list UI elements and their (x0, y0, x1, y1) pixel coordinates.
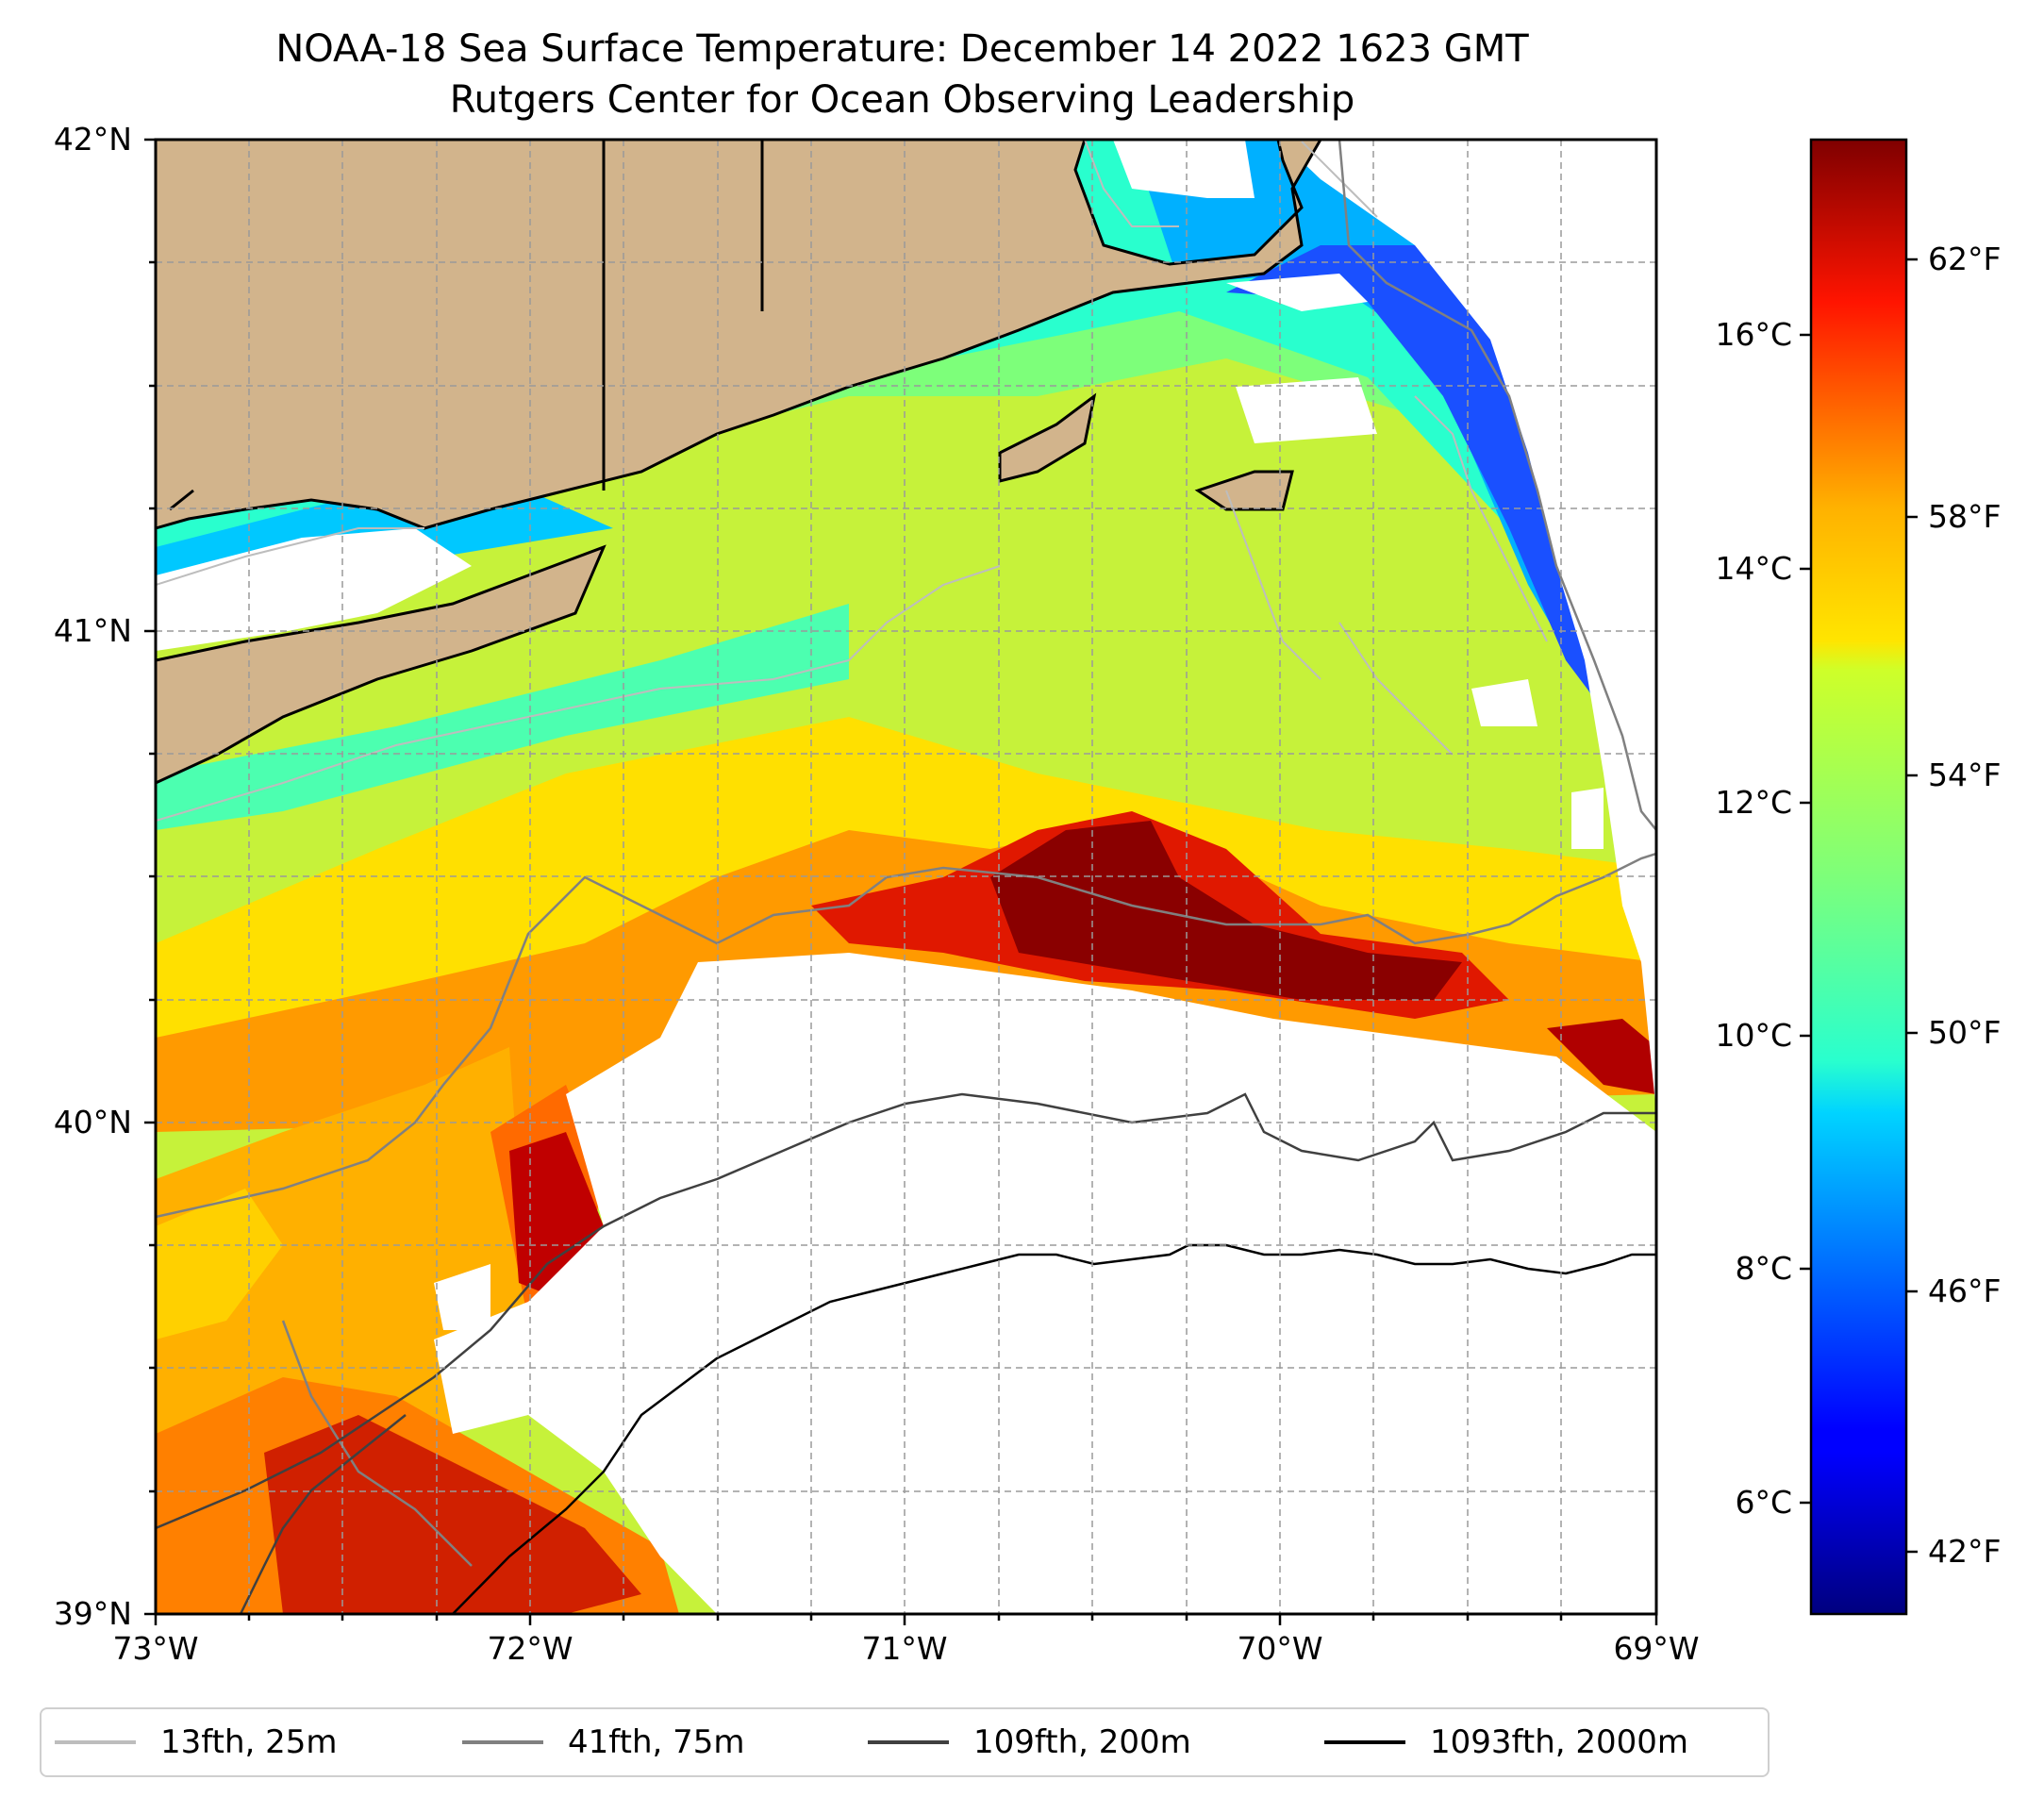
colorbar-c-label: 6°C (1735, 1484, 1792, 1521)
colorbar-f-label: 58°F (1928, 498, 2002, 535)
legend-label: 109fth, 200m (973, 1723, 1191, 1761)
colorbar-c-label: 14°C (1715, 550, 1792, 587)
legend-line-swatch (462, 1740, 543, 1744)
lat-tick-label: 40°N (53, 1104, 132, 1140)
map-gridlines (156, 140, 1656, 1614)
lat-tick-label: 39°N (53, 1595, 132, 1632)
lon-tick-label: 70°W (1237, 1630, 1323, 1667)
legend-item: 109fth, 200m (868, 1709, 1191, 1775)
legend-label: 13fth, 25m (160, 1723, 338, 1761)
legend-label: 41fth, 75m (568, 1723, 745, 1761)
colorbar-f-label: 50°F (1928, 1014, 2002, 1051)
legend-line-swatch (55, 1740, 136, 1744)
colorbar-c-label: 10°C (1715, 1017, 1792, 1054)
colorbar-f-label: 54°F (1928, 757, 2002, 793)
legend-item: 41fth, 75m (462, 1709, 745, 1775)
lon-tick-label: 73°W (112, 1630, 199, 1667)
lat-tick-label: 42°N (53, 121, 132, 158)
colorbar-f-label: 46°F (1928, 1273, 2002, 1309)
colorbar-f-label: 42°F (1928, 1533, 2002, 1570)
colorbar-f-label: 62°F (1928, 241, 2002, 277)
colorbar (1809, 138, 1908, 1616)
legend-label: 1093fth, 2000m (1430, 1723, 1689, 1761)
lon-tick-label: 69°W (1613, 1630, 1700, 1667)
legend-item: 1093fth, 2000m (1324, 1709, 1688, 1775)
legend-item: 13fth, 25m (55, 1709, 338, 1775)
colorbar-c-label: 12°C (1715, 784, 1792, 821)
depth-contour-legend: 13fth, 25m 41fth, 75m 109fth, 200m 1093f… (40, 1707, 1770, 1777)
legend-line-swatch (868, 1740, 949, 1744)
lon-tick-label: 71°W (861, 1630, 948, 1667)
map-subtitle: Rutgers Center for Ocean Observing Leade… (449, 78, 1355, 122)
map-title: NOAA-18 Sea Surface Temperature: Decembe… (275, 27, 1529, 71)
lon-tick-label: 72°W (487, 1630, 573, 1667)
colorbar-ticks (1800, 258, 1918, 1554)
legend-line-swatch (1324, 1740, 1405, 1744)
colorbar-c-label: 16°C (1715, 316, 1792, 353)
lat-tick-label: 41°N (53, 612, 132, 649)
map-ticks (144, 138, 1658, 1625)
colorbar-c-label: 8°C (1735, 1250, 1792, 1287)
